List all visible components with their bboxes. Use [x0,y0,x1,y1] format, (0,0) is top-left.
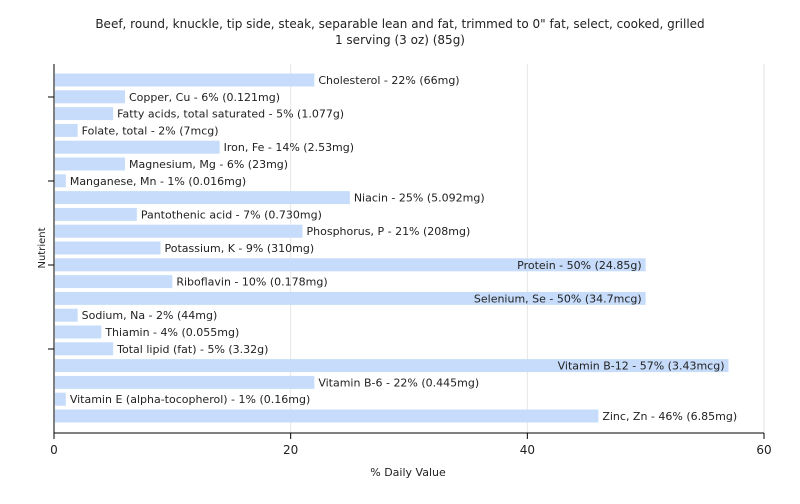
bar [55,224,303,238]
data-label: Phosphorus, P - 21% (208mg) [307,225,471,238]
data-label: Copper, Cu - 6% (0.121mg) [129,91,280,104]
data-label: Vitamin B-12 - 57% (3.43mcg) [558,360,725,373]
data-label: Protein - 50% (24.85g) [517,259,642,272]
bar [55,375,315,389]
data-label: Potassium, K - 9% (310mg) [165,242,315,255]
bar [55,191,350,205]
data-label: Folate, total - 2% (7mcg) [82,124,219,137]
bar [55,342,114,356]
x-tick-label: 20 [283,443,298,457]
bar [55,241,161,255]
data-label: Vitamin B-6 - 22% (0.445mg) [318,376,479,389]
data-label: Vitamin E (alpha-tocopherol) - 1% (0.16m… [70,393,310,406]
data-label: Magnesium, Mg - 6% (23mg) [129,158,288,171]
data-label: Riboflavin - 10% (0.178mg) [176,276,327,289]
bar [55,157,125,171]
bar [55,174,66,188]
data-label: Zinc, Zn - 46% (6.85mg) [602,410,737,423]
bar [55,275,173,289]
axes: 0 20 40 60 [48,64,772,457]
bar [55,308,78,322]
bar [55,359,729,373]
bar [55,409,599,423]
x-tick-label: 0 [50,443,58,457]
bar [55,325,102,339]
y-axis-title: Nutrient [37,227,48,268]
bar [55,291,646,305]
x-tick-label: 60 [756,443,771,457]
data-label: Manganese, Mn - 1% (0.016mg) [70,175,246,188]
data-label: Pantothenic acid - 7% (0.730mg) [141,208,322,221]
bar [55,258,646,272]
x-axis-title: % Daily Value [370,466,446,479]
data-label: Sodium, Na - 2% (44mg) [82,309,218,322]
data-label: Fatty acids, total saturated - 5% (1.077… [117,108,344,121]
bar [55,140,220,154]
bar [55,107,114,121]
bar [55,392,66,406]
data-label: Niacin - 25% (5.092mg) [354,192,485,205]
bar [55,207,137,221]
data-label: Iron, Fe - 14% (2.53mg) [224,141,354,154]
x-tick-label: 40 [520,443,535,457]
data-label: Total lipid (fat) - 5% (3.32g) [116,343,268,356]
data-label: Selenium, Se - 50% (34.7mcg) [474,292,642,305]
bars [55,73,729,423]
bar [55,123,78,137]
data-label: Thiamin - 4% (0.055mg) [104,326,239,339]
chart-subtitle: 1 serving (3 oz) (85g) [335,33,465,47]
data-label: Cholesterol - 22% (66mg) [318,74,459,87]
data-labels: Cholesterol - 22% (66mg) Copper, Cu - 6% … [70,74,737,423]
bar [55,90,125,104]
bar [55,73,315,87]
chart-title: Beef, round, knuckle, tip side, steak, s… [95,17,704,31]
